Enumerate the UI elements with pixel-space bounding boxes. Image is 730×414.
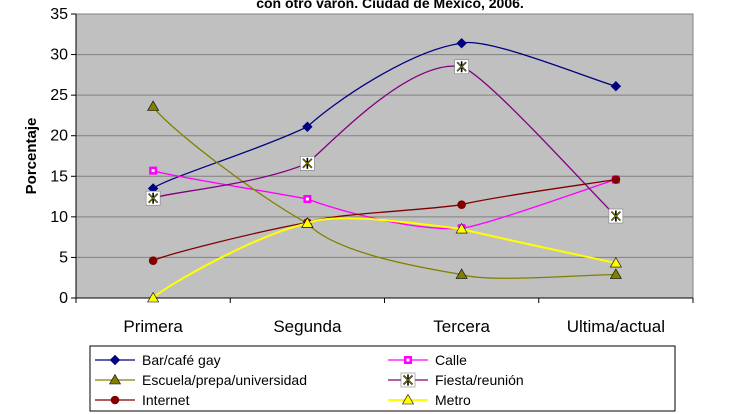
marker-stroke <box>456 61 467 72</box>
data-point <box>455 268 468 279</box>
legend-swatch-marker <box>109 354 121 366</box>
series-metro <box>147 217 622 303</box>
data-point <box>147 291 160 303</box>
marker-stroke <box>148 193 158 203</box>
y-tick-label: 5 <box>59 249 68 266</box>
data-point <box>145 190 161 206</box>
data-point <box>611 175 621 184</box>
legend-item-internet: Internet <box>95 392 190 408</box>
legend-label: Bar/café gay <box>142 352 221 368</box>
legend-label: Internet <box>142 392 190 408</box>
series-line <box>152 41 617 189</box>
legend-item-bar-cafe-gay: Bar/café gay <box>95 352 221 368</box>
legend-swatch-marker <box>108 373 122 385</box>
marker-stroke <box>611 211 621 221</box>
axes: 0 5 10 15 20 25 30 35 Primera Segunda Tercera Ultim… <box>50 6 694 336</box>
data-point <box>455 222 468 234</box>
data-point <box>457 200 466 209</box>
series-line <box>152 106 616 279</box>
data-point <box>609 268 622 279</box>
series-line <box>152 65 617 217</box>
y-axis-label: Porcentaje <box>23 118 40 195</box>
data-point <box>148 256 158 265</box>
legend-box <box>89 345 676 412</box>
data-point <box>609 257 622 268</box>
y-tick-label: 35 <box>50 6 68 23</box>
x-tick-label: Primera <box>123 317 183 336</box>
marker-center <box>305 197 309 201</box>
data-point <box>610 81 622 92</box>
data-point <box>302 121 313 132</box>
y-tick-label: 30 <box>50 47 68 64</box>
legend-item-calle: Calle <box>388 352 467 368</box>
legend-label: Metro <box>435 392 471 408</box>
marker-center <box>151 169 155 173</box>
marker-stroke <box>302 158 313 169</box>
series-fiesta-reunion <box>145 59 624 224</box>
legend-item-fiesta-reunion: Fiesta/reunión <box>388 372 524 388</box>
x-tick-label: Tercera <box>433 317 490 336</box>
data-point <box>147 100 160 111</box>
data-point <box>300 156 315 171</box>
y-tick-label: 25 <box>50 87 68 104</box>
x-tick-label: Segunda <box>273 317 342 336</box>
legend: Bar/café gay Calle Escuela/prepa/universid… <box>89 345 676 412</box>
legend-swatch-marker <box>400 372 416 388</box>
data-point <box>456 38 467 49</box>
legend-label: Calle <box>435 352 467 368</box>
legend-swatch-marker <box>110 395 120 405</box>
y-tick-label: 20 <box>50 128 68 145</box>
marker-stroke <box>403 375 413 385</box>
legend-item-metro: Metro <box>388 392 471 408</box>
legend-item-escuela-prepa-universidad: Escuela/prepa/universidad <box>95 372 307 388</box>
legend-label: Escuela/prepa/universidad <box>142 372 307 388</box>
marker-center <box>406 358 410 362</box>
chart-title: con otro varón. Ciudad de México, 2006. <box>256 0 524 11</box>
series-line <box>152 178 616 262</box>
y-tick-label: 0 <box>59 290 68 307</box>
y-tick-label: 10 <box>50 209 68 226</box>
data-point <box>454 59 469 75</box>
legend-label: Fiesta/reunión <box>435 372 524 388</box>
data-point <box>301 217 314 228</box>
y-tick-label: 15 <box>50 168 68 185</box>
x-tick-label: Ultima/actual <box>567 317 665 336</box>
data-point <box>608 208 624 224</box>
series-layer <box>145 38 624 303</box>
series-bar-cafe-gay <box>147 38 622 194</box>
legend-swatch-marker <box>401 393 415 405</box>
series-line <box>152 217 617 299</box>
plot-area <box>75 13 694 299</box>
